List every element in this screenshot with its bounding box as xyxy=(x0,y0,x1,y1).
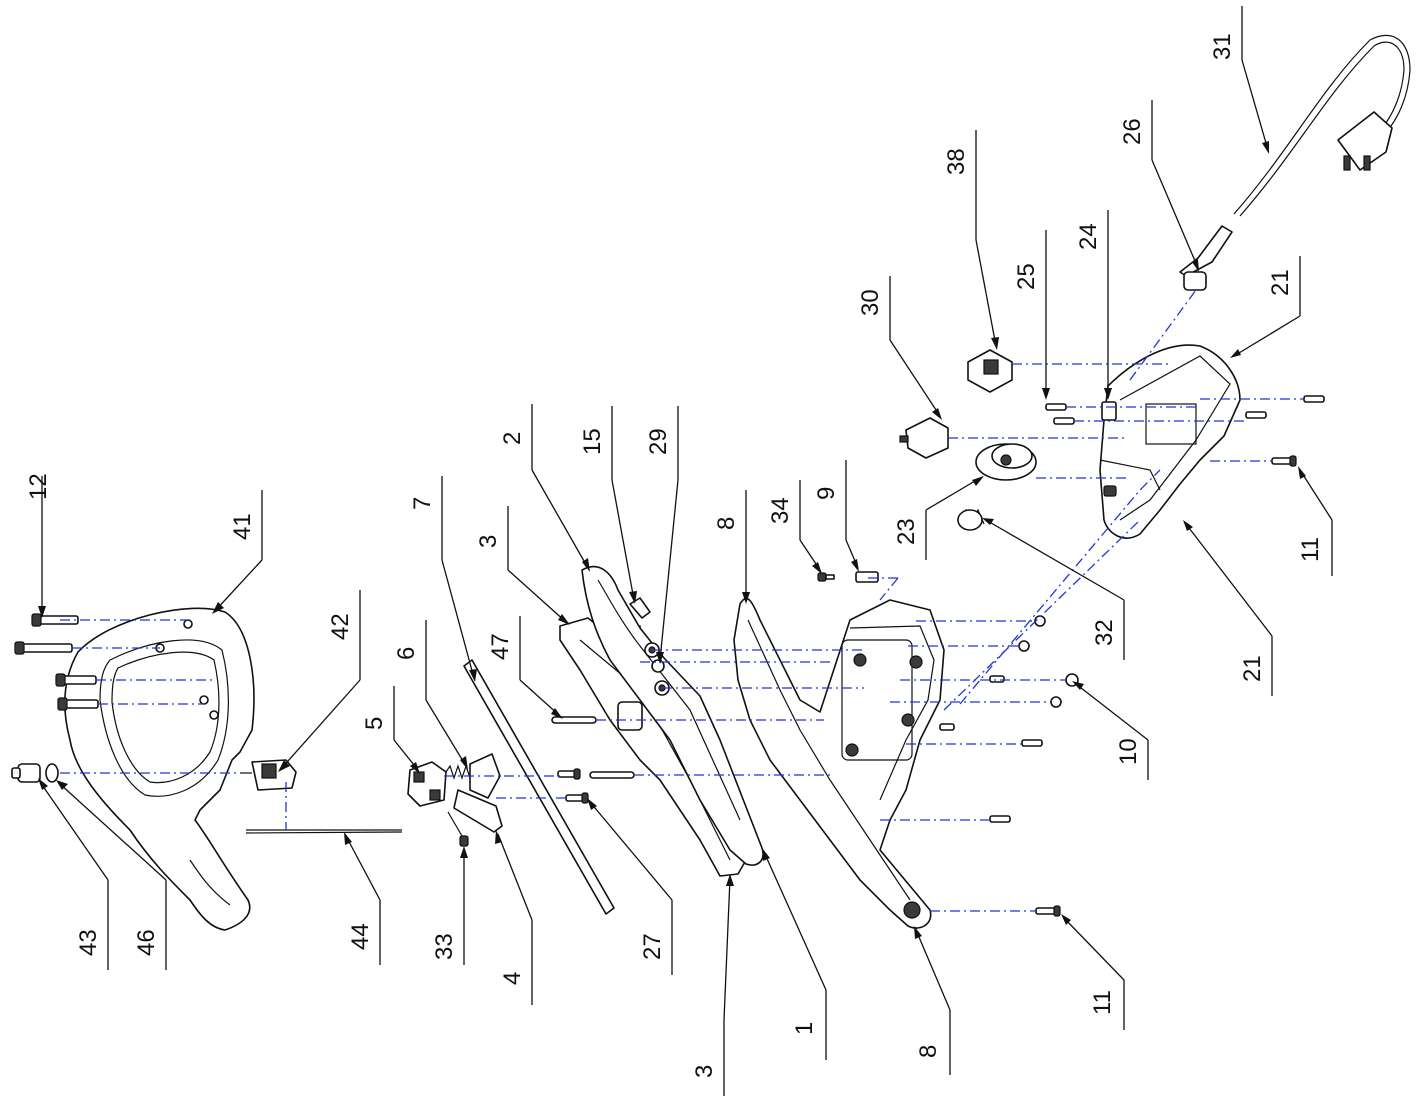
part-31-power-cord xyxy=(1233,34,1411,217)
alignment-lines xyxy=(60,289,1304,912)
callout-30: 30 xyxy=(857,276,942,420)
callout-label-27: 27 xyxy=(639,933,666,960)
callout-46: 46 xyxy=(56,780,167,970)
part-26-sleeve xyxy=(1179,225,1233,291)
part-41-handle-cover xyxy=(63,607,255,931)
callout-label-42: 42 xyxy=(327,613,354,640)
part-5-bracket xyxy=(407,761,447,807)
callout-29: 29 xyxy=(645,406,679,664)
part-9-pin xyxy=(855,571,879,583)
part-46-washer xyxy=(45,763,59,783)
part-23-motor-cap xyxy=(975,443,1037,481)
part-38-socket xyxy=(967,349,1013,393)
callout-label-33: 33 xyxy=(431,933,458,960)
callout-label-5: 5 xyxy=(361,717,388,730)
callout-label-15: 15 xyxy=(579,428,606,455)
callout-11-upper: 11 xyxy=(1297,466,1333,576)
part-24-block xyxy=(1101,401,1117,421)
callout-label-23: 23 xyxy=(893,518,920,545)
callout-8-upper: 8 xyxy=(713,490,750,604)
callout-label-25: 25 xyxy=(1013,263,1040,290)
part-43-knob xyxy=(11,763,41,783)
callout-4: 4 xyxy=(495,830,533,1005)
callout-3-upper: 3 xyxy=(475,506,570,625)
callout-label-38: 38 xyxy=(943,148,970,175)
part-44-wire xyxy=(245,829,403,834)
callout-label-10: 10 xyxy=(1115,738,1142,765)
callout-21-lower: 21 xyxy=(1183,520,1273,696)
callout-label-12: 12 xyxy=(25,473,52,500)
callout-9: 9 xyxy=(813,460,859,572)
callout-33: 33 xyxy=(431,846,468,965)
callout-label-6: 6 xyxy=(393,647,420,660)
callout-label-1: 1 xyxy=(791,1022,818,1035)
callout-10: 10 xyxy=(1072,681,1149,780)
part-30-relay xyxy=(899,417,949,459)
callout-44: 44 xyxy=(344,832,381,965)
part-2-arm xyxy=(581,565,764,866)
callout-label-21-lower: 21 xyxy=(1239,655,1266,682)
callout-1: 1 xyxy=(762,848,827,1060)
callout-label-3-upper: 3 xyxy=(475,535,502,548)
callout-label-4: 4 xyxy=(499,972,526,985)
callout-6: 6 xyxy=(393,620,468,770)
callout-42: 42 xyxy=(278,590,361,772)
callout-25: 25 xyxy=(1013,230,1050,400)
part-27-screws xyxy=(557,768,589,804)
part-11-screws xyxy=(1035,395,1325,917)
callout-32: 32 xyxy=(982,518,1125,660)
parts-layer xyxy=(11,34,1411,931)
callout-3-lower: 3 xyxy=(691,874,734,1096)
callout-label-9: 9 xyxy=(813,487,840,500)
callout-label-21-upper: 21 xyxy=(1267,269,1294,296)
callout-label-29: 29 xyxy=(645,428,672,455)
callout-label-26: 26 xyxy=(1119,118,1146,145)
part-29-bushing xyxy=(651,659,665,673)
callouts-layer: 12 41 42 43 46 xyxy=(25,6,1333,1096)
callout-5: 5 xyxy=(361,686,420,774)
part-4-lever xyxy=(453,789,503,833)
callout-11-lower: 11 xyxy=(1061,914,1125,1030)
callout-label-47: 47 xyxy=(487,633,514,660)
callout-label-41: 41 xyxy=(229,513,256,540)
callout-27: 27 xyxy=(587,798,673,975)
callout-label-31: 31 xyxy=(1209,33,1236,60)
callout-43: 43 xyxy=(38,778,109,970)
part-8-frame xyxy=(733,597,945,929)
callout-label-11-upper: 11 xyxy=(1297,537,1324,562)
callout-label-32: 32 xyxy=(1091,619,1118,646)
callout-21-upper: 21 xyxy=(1230,256,1301,358)
callout-label-11-lower: 11 xyxy=(1089,990,1116,1015)
part-32-spring xyxy=(957,508,985,531)
part-10-nuts xyxy=(939,615,1079,823)
callout-label-7: 7 xyxy=(409,497,436,510)
callout-7: 7 xyxy=(409,476,477,682)
part-34-screw xyxy=(817,572,835,582)
callout-23: 23 xyxy=(893,476,984,560)
callout-label-2: 2 xyxy=(499,432,526,445)
callout-label-3-lower: 3 xyxy=(691,1065,718,1078)
callout-label-8-lower: 8 xyxy=(915,1045,942,1058)
callout-24: 24 xyxy=(1075,210,1112,400)
callout-41: 41 xyxy=(212,490,263,614)
callout-label-43: 43 xyxy=(75,929,102,956)
callout-12: 12 xyxy=(25,473,52,618)
callout-label-34: 34 xyxy=(767,497,794,524)
callout-label-24: 24 xyxy=(1075,223,1102,250)
callout-26: 26 xyxy=(1119,100,1199,272)
callout-label-8-upper: 8 xyxy=(713,517,740,530)
callout-2: 2 xyxy=(499,404,590,572)
callout-34: 34 xyxy=(767,480,822,574)
callout-label-46: 46 xyxy=(133,929,160,956)
callout-label-44: 44 xyxy=(347,923,374,950)
callout-15: 15 xyxy=(579,406,637,604)
callout-label-30: 30 xyxy=(857,289,884,316)
callout-47: 47 xyxy=(487,616,563,719)
callout-8-lower: 8 xyxy=(914,926,951,1075)
callout-31: 31 xyxy=(1209,6,1269,154)
callout-38: 38 xyxy=(943,130,999,350)
part-33-screw xyxy=(447,811,469,847)
part-21-housing xyxy=(1099,344,1241,539)
